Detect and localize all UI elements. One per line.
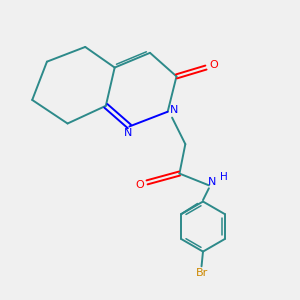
Text: H: H (220, 172, 227, 182)
Text: N: N (170, 105, 178, 115)
Text: Br: Br (195, 268, 208, 278)
Text: O: O (209, 60, 218, 70)
Text: O: O (135, 180, 144, 190)
Text: N: N (124, 128, 132, 138)
Text: N: N (208, 177, 217, 188)
